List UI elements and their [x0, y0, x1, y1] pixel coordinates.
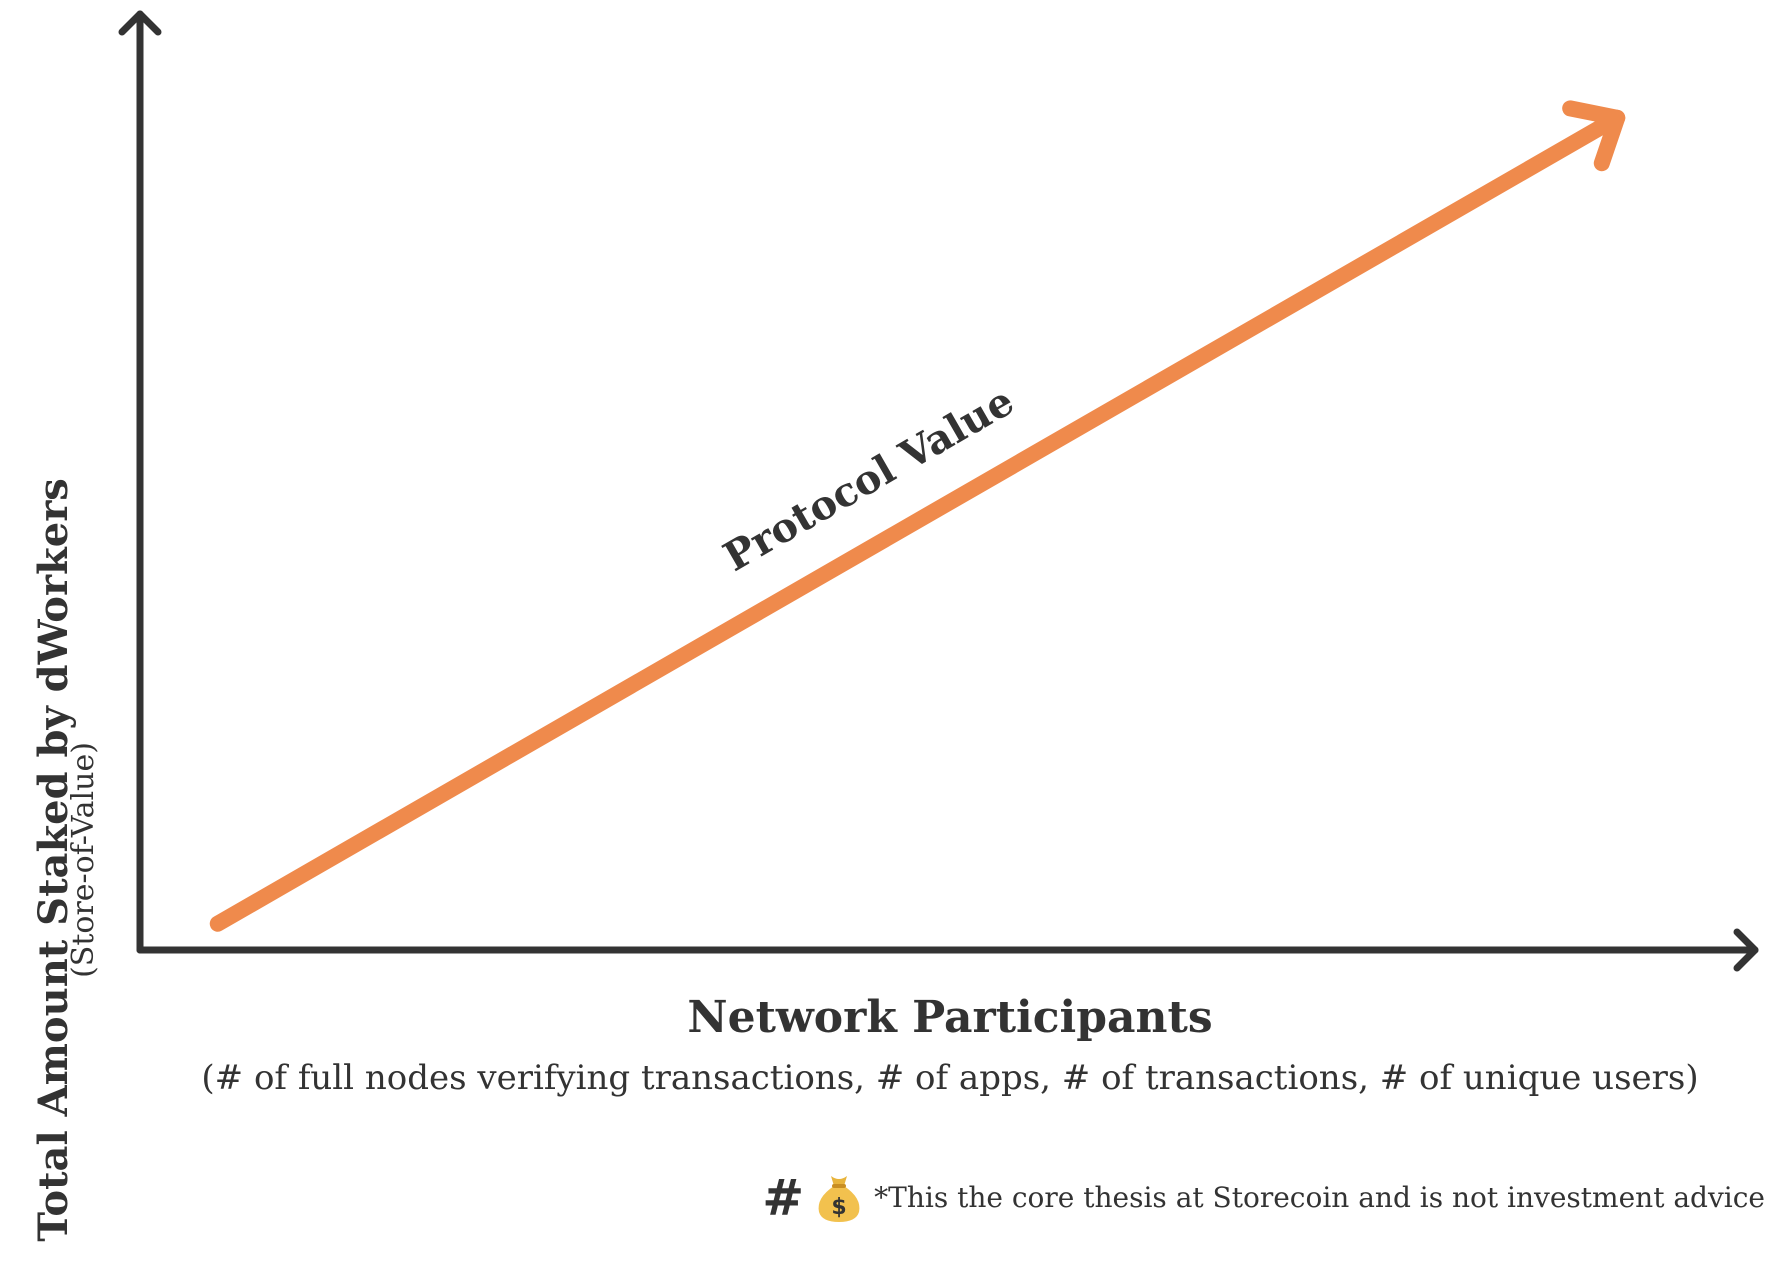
footer: # $ *This the core thesis at Storecoin a… — [762, 1170, 1765, 1226]
svg-text:$: $ — [832, 1195, 847, 1220]
series-line-0 — [209, 109, 1626, 932]
footnote: *This the core thesis at Storecoin and i… — [874, 1181, 1765, 1214]
x-axis-subtitle: (# of full nodes verifying transactions,… — [201, 1058, 1699, 1098]
x-axis-title: Network Participants — [687, 992, 1213, 1043]
chart: Protocol Value — [118, 10, 1759, 972]
series-layer: Protocol Value — [209, 100, 1626, 932]
hash-mark: # — [762, 1169, 805, 1227]
series-arrowhead-0 — [1562, 100, 1626, 172]
moneybag-icon: $ — [818, 1176, 860, 1222]
x-axis — [136, 928, 1759, 972]
y-axis-subtitle: (Store-of-Value) — [66, 742, 101, 978]
y-axis-arrowhead — [118, 10, 162, 36]
x-axis-arrowhead — [1733, 928, 1759, 972]
y-axis — [118, 10, 162, 954]
